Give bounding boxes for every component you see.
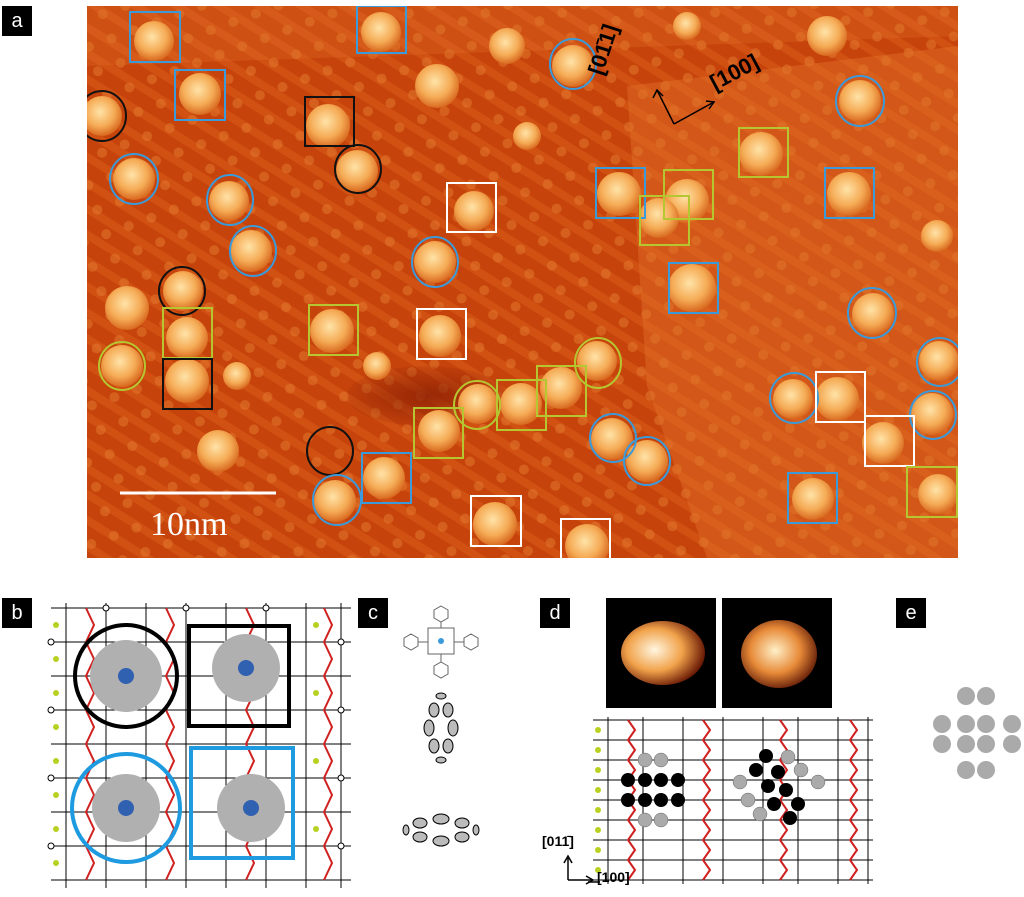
lattice-panel-b <box>46 598 356 897</box>
stm-inset-left <box>606 598 716 708</box>
direction-arrows-d <box>563 854 595 885</box>
panel-label-e: e <box>896 598 926 628</box>
panel-label-a: a <box>2 6 32 36</box>
direction-label-up-d: [011̄] <box>542 833 574 849</box>
panel-label-d: d <box>540 598 570 628</box>
panel-label-c: c <box>358 598 388 628</box>
stm-inset-right <box>722 598 832 708</box>
direction-label-right-d: [100] <box>597 869 630 885</box>
stm-image-a <box>87 6 958 558</box>
lattice-panel-d <box>579 712 878 893</box>
molecule-sketches-c <box>396 598 486 863</box>
footprint-panel-e <box>928 684 1024 789</box>
panel-label-b: b <box>2 598 32 628</box>
scale-bar-label: 10nm <box>150 506 228 543</box>
